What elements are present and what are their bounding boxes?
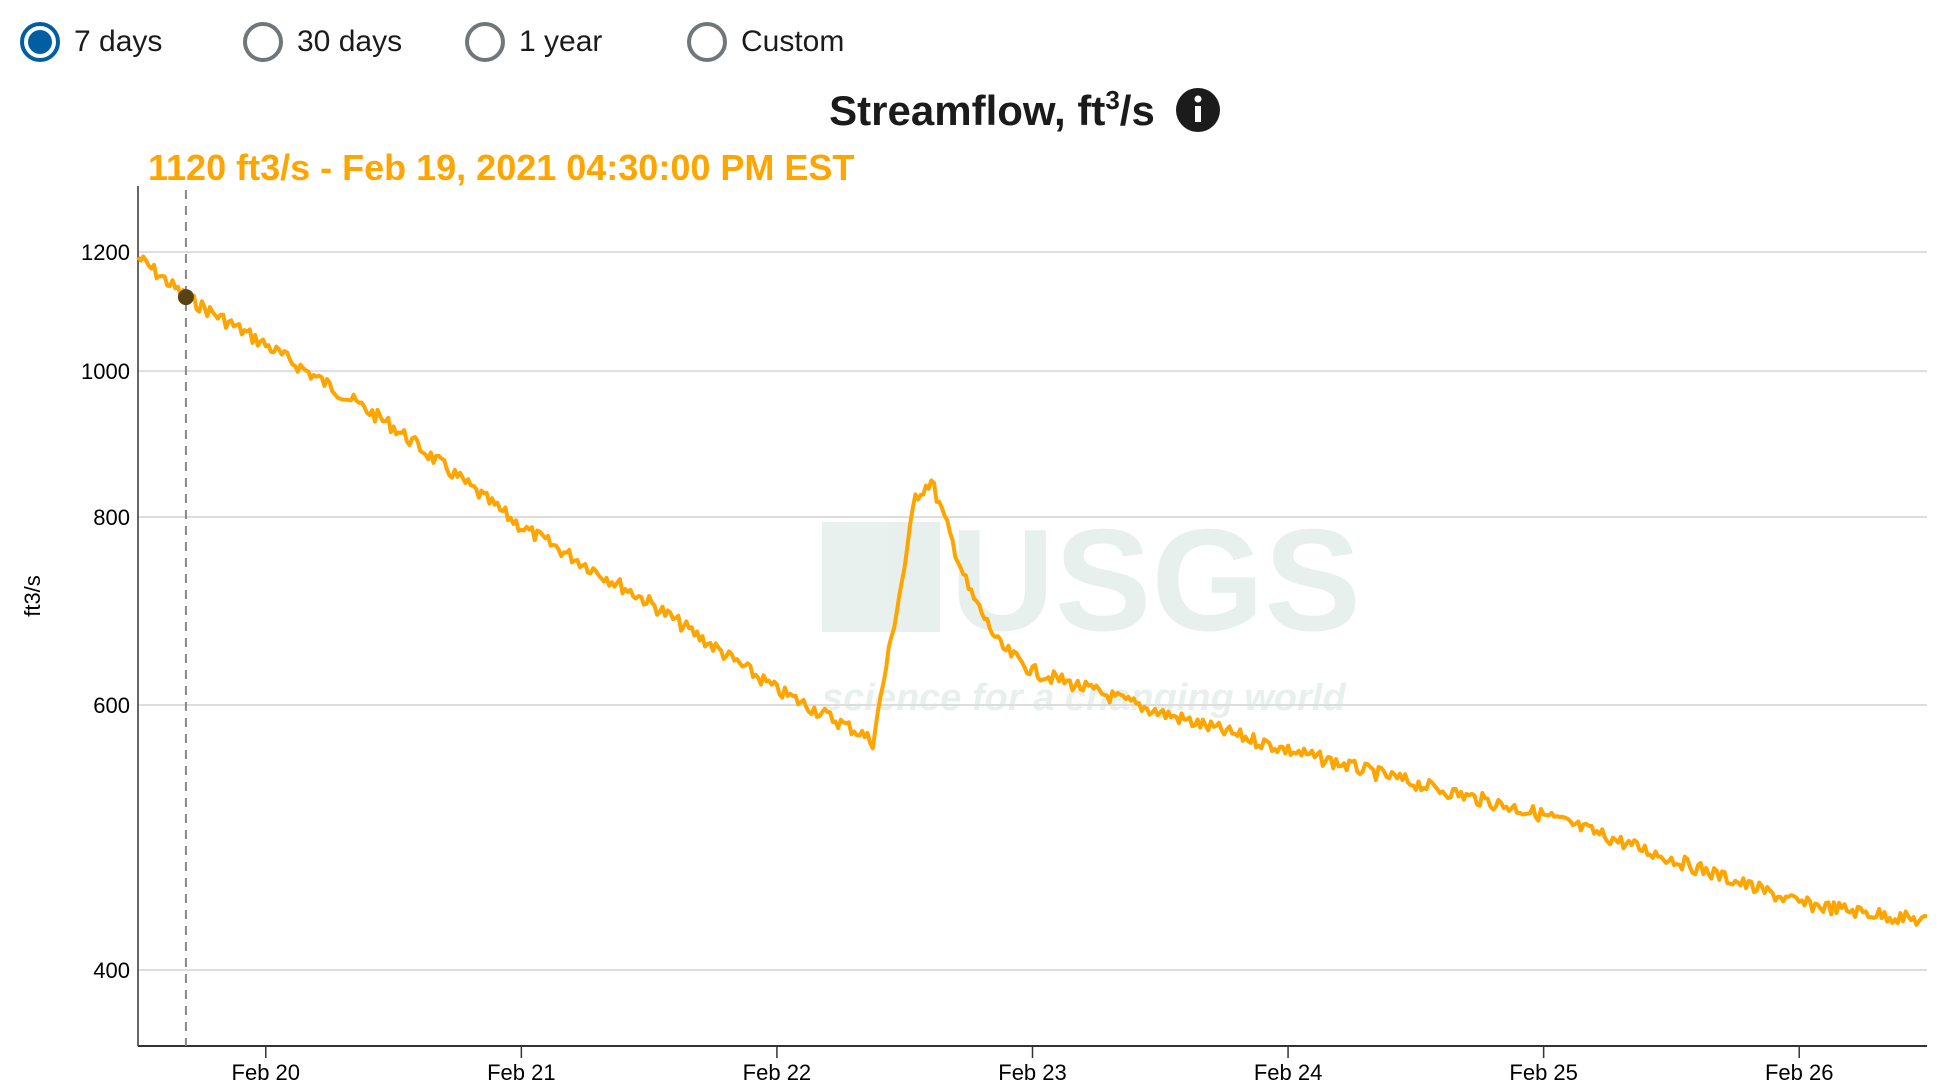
radio-label: Custom	[741, 25, 845, 58]
watermark-logo-text: USGS	[950, 499, 1361, 661]
radio-30-days[interactable]: 30 days	[243, 22, 402, 62]
radio-label: 30 days	[297, 25, 403, 58]
cursor-readout: 1120 ft3/s - Feb 19, 2021 04:30:00 PM ES…	[148, 147, 854, 188]
radio-circle[interactable]	[465, 22, 505, 62]
y-axis: 400 600 800 1000 1200	[81, 240, 130, 983]
radio-circle[interactable]	[20, 22, 60, 62]
y-axis-label: ft3/s	[20, 575, 45, 617]
x-tick-label: Feb 22	[743, 1060, 812, 1085]
x-tick-label: Feb 21	[487, 1060, 556, 1085]
gridlines	[138, 251, 1927, 971]
x-tick-label: Feb 24	[1254, 1060, 1323, 1085]
chart-title: Streamflow, ft3/s	[829, 85, 1155, 134]
radio-label: 7 days	[74, 25, 163, 58]
x-tick-label: Feb 23	[998, 1060, 1067, 1085]
x-tick-label: Feb 20	[232, 1060, 301, 1085]
y-tick-label: 800	[93, 505, 130, 530]
info-circle-icon[interactable]	[1176, 88, 1220, 132]
cursor-point	[177, 289, 194, 306]
radio-1-year[interactable]: 1 year	[465, 22, 602, 62]
radio-custom[interactable]: Custom	[687, 22, 844, 62]
y-tick-label: 1000	[81, 359, 130, 384]
y-tick-label: 600	[93, 693, 130, 718]
usgs-logo-mark	[822, 522, 940, 632]
x-tick-label: Feb 25	[1509, 1060, 1578, 1085]
radio-7-days[interactable]: 7 days	[20, 22, 162, 62]
x-axis: Feb 20 Feb 21 Feb 22 Feb 23 Feb 24 Feb 25 Feb …	[232, 1046, 1834, 1085]
y-tick-label: 400	[93, 958, 130, 983]
radio-circle[interactable]	[243, 22, 283, 62]
watermark: USGS science for a changing world	[822, 499, 1361, 719]
y-tick-label: 1200	[81, 240, 130, 265]
x-tick-label: Feb 26	[1765, 1060, 1834, 1085]
radio-label: 1 year	[519, 25, 603, 58]
series-line-streamflow	[136, 254, 1928, 927]
radio-circle[interactable]	[687, 22, 727, 62]
